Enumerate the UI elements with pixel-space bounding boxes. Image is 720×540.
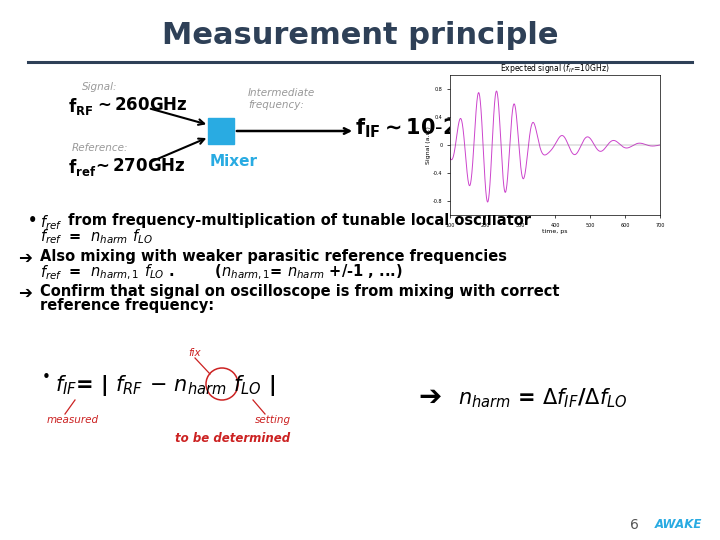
Bar (208, 118, 234, 144)
Text: Confirm that signal on oscilloscope is from mixing with correct: Confirm that signal on oscilloscope is f… (40, 284, 559, 299)
Text: frequency:: frequency: (248, 100, 304, 110)
Text: •: • (28, 213, 37, 228)
Text: $\mathbf{f_{RF}}$: $\mathbf{f_{RF}}$ (68, 96, 94, 117)
Text: measured: measured (47, 415, 99, 425)
Text: ➔: ➔ (18, 284, 32, 302)
Text: fix: fix (189, 348, 202, 358)
Title: Expected signal ($f_{IF}$=10GHz): Expected signal ($f_{IF}$=10GHz) (500, 62, 610, 75)
Text: $\mathbf{\sim260GHz}$: $\mathbf{\sim260GHz}$ (94, 96, 187, 114)
Text: $\mathbf{\sim270GHz}$: $\mathbf{\sim270GHz}$ (92, 157, 186, 175)
Text: Mixer: Mixer (210, 154, 258, 169)
Text: setting: setting (255, 415, 291, 425)
Text: $\mathbf{f_{IF}}$: $\mathbf{f_{IF}}$ (355, 116, 381, 140)
Text: =  $n_{harm}$ $f_{LO}$: = $n_{harm}$ $f_{LO}$ (63, 227, 153, 246)
Text: AWAKE: AWAKE (655, 517, 703, 530)
Text: Signal:: Signal: (82, 82, 117, 92)
Text: Measurement principle: Measurement principle (162, 21, 558, 50)
Text: $n_{harm}$ = $\Delta f_{IF}$/$\Delta f_{LO}$: $n_{harm}$ = $\Delta f_{IF}$/$\Delta f_{… (458, 386, 628, 410)
Text: 6: 6 (630, 518, 639, 532)
Text: •: • (42, 370, 51, 385)
Text: $\mathbf{f_{ref}}$: $\mathbf{f_{ref}}$ (68, 157, 96, 178)
Y-axis label: Signal (a.u.): Signal (a.u.) (426, 126, 431, 164)
Text: $f_{ref}$: $f_{ref}$ (40, 227, 63, 246)
Text: Also mixing with weaker parasitic reference frequencies: Also mixing with weaker parasitic refere… (40, 249, 507, 264)
Text: from frequency-multiplication of tunable local oscillator: from frequency-multiplication of tunable… (63, 213, 531, 228)
Text: ➔: ➔ (418, 383, 441, 411)
Text: Reference:: Reference: (72, 143, 128, 153)
Text: $f_{IF}$= | $f_{RF}$ $-$ $n_{harm}$ $f_{LO}$ |: $f_{IF}$= | $f_{RF}$ $-$ $n_{harm}$ $f_{… (55, 373, 275, 398)
Text: to be determined: to be determined (175, 432, 290, 445)
Text: =  $n_{harm,1}$ $f_{LO}$ .        ($n_{harm,1}$= $n_{harm}$ +/-1 , ...): = $n_{harm,1}$ $f_{LO}$ . ($n_{harm,1}$=… (63, 263, 402, 282)
Text: reference frequency:: reference frequency: (40, 298, 214, 313)
X-axis label: time, ps: time, ps (542, 229, 568, 234)
Text: $f_{ref}$: $f_{ref}$ (40, 213, 63, 232)
Text: Intermediate: Intermediate (248, 88, 315, 98)
Text: $\mathbf{\sim10\text{-}20GHz}$: $\mathbf{\sim10\text{-}20GHz}$ (380, 118, 519, 138)
Text: $f_{ref}$: $f_{ref}$ (40, 263, 63, 282)
Text: ➔: ➔ (18, 249, 32, 267)
